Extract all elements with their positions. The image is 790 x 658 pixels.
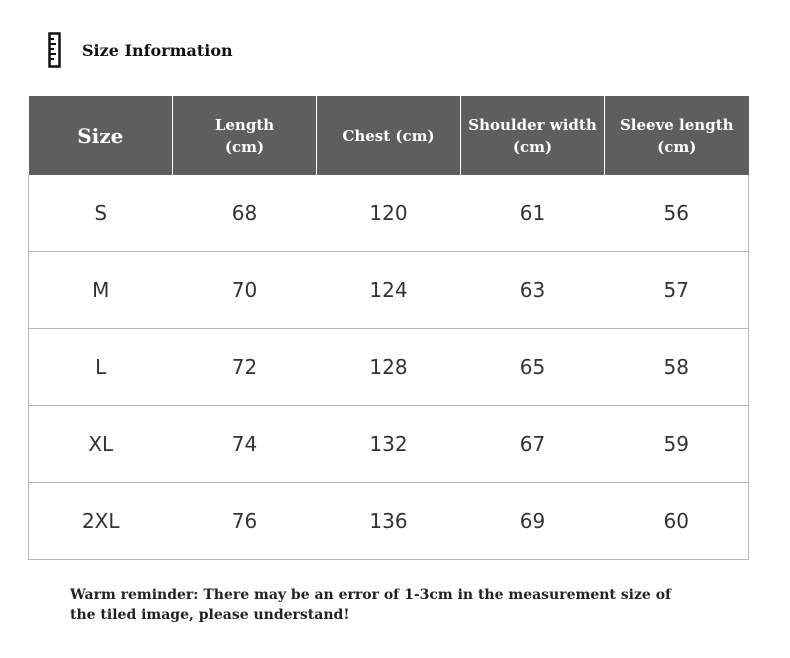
table-row: 2XL 76 136 69 60: [28, 482, 749, 560]
table-cell-sleeve-length: 57: [604, 251, 749, 329]
table-row: S 68 120 61 56: [28, 175, 749, 252]
table-cell-length: 70: [172, 251, 317, 329]
table-cell-shoulder-width: 69: [460, 482, 605, 560]
table-row: M 70 124 63 57: [28, 251, 749, 329]
column-header-text: Size: [77, 123, 124, 148]
table-cell-size: 2XL: [28, 482, 173, 560]
table-cell-sleeve-length: 58: [604, 328, 749, 406]
page-title: Size Information: [82, 40, 233, 60]
table-cell-chest: 136: [316, 482, 461, 560]
table-header-row: Size Length (cm) Chest (cm) Shoulder widt…: [28, 96, 749, 175]
table-cell-length: 68: [172, 175, 317, 252]
column-header-text: Length: [214, 115, 275, 134]
column-header-unit: (cm): [657, 137, 697, 156]
table-cell-size: M: [28, 251, 173, 329]
column-header-sleeve-length: Sleeve length (cm): [604, 96, 749, 175]
table-cell-shoulder-width: 65: [460, 328, 605, 406]
table-row: XL 74 132 67 59: [28, 405, 749, 483]
size-table: Size Length (cm) Chest (cm) Shoulder widt…: [28, 96, 749, 560]
column-header-length: Length (cm): [172, 96, 317, 175]
page-header: Size Information: [48, 32, 233, 68]
table-cell-size: XL: [28, 405, 173, 483]
column-header-text: Sleeve length: [619, 115, 734, 134]
warm-reminder: Warm reminder: There may be an error of …: [70, 587, 672, 623]
table-cell-chest: 120: [316, 175, 461, 252]
column-header-chest: Chest (cm): [316, 96, 461, 175]
column-header-text: Shoulder width: [468, 115, 597, 134]
table-cell-sleeve-length: 56: [604, 175, 749, 252]
table-cell-length: 76: [172, 482, 317, 560]
column-header-size: Size: [28, 96, 173, 175]
table-cell-chest: 124: [316, 251, 461, 329]
table-cell-size: S: [28, 175, 173, 252]
table-cell-chest: 132: [316, 405, 461, 483]
table-cell-sleeve-length: 59: [604, 405, 749, 483]
column-header-unit: (cm): [224, 137, 265, 156]
table-cell-shoulder-width: 67: [460, 405, 605, 483]
column-header-unit: (cm): [512, 137, 553, 156]
table-cell-sleeve-length: 60: [604, 482, 749, 560]
table-cell-shoulder-width: 63: [460, 251, 605, 329]
table-cell-length: 74: [172, 405, 317, 483]
table-cell-chest: 128: [316, 328, 461, 406]
table-row: L 72 128 65 58: [28, 328, 749, 406]
column-header-shoulder-width: Shoulder width (cm): [460, 96, 605, 175]
table-cell-size: L: [28, 328, 173, 406]
table-cell-shoulder-width: 61: [460, 175, 605, 252]
table-cell-length: 72: [172, 328, 317, 406]
column-header-text: Chest (cm): [342, 126, 435, 145]
ruler-icon: [48, 32, 61, 68]
